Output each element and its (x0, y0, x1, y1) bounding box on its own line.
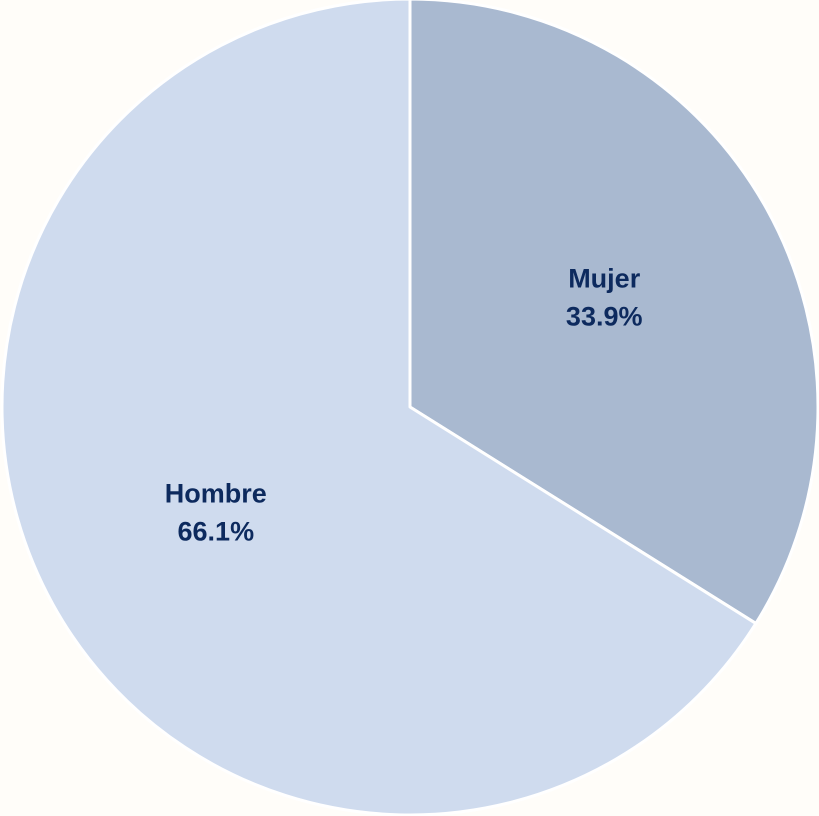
pie-slice (408, 0, 819, 625)
slice-category-label: Hombre (165, 479, 267, 509)
pie-slice (0, 0, 758, 816)
slice-category-label: Mujer (568, 264, 641, 294)
slice-value-label: 66.1% (178, 517, 255, 547)
slice-value-label: 33.9% (566, 302, 643, 332)
